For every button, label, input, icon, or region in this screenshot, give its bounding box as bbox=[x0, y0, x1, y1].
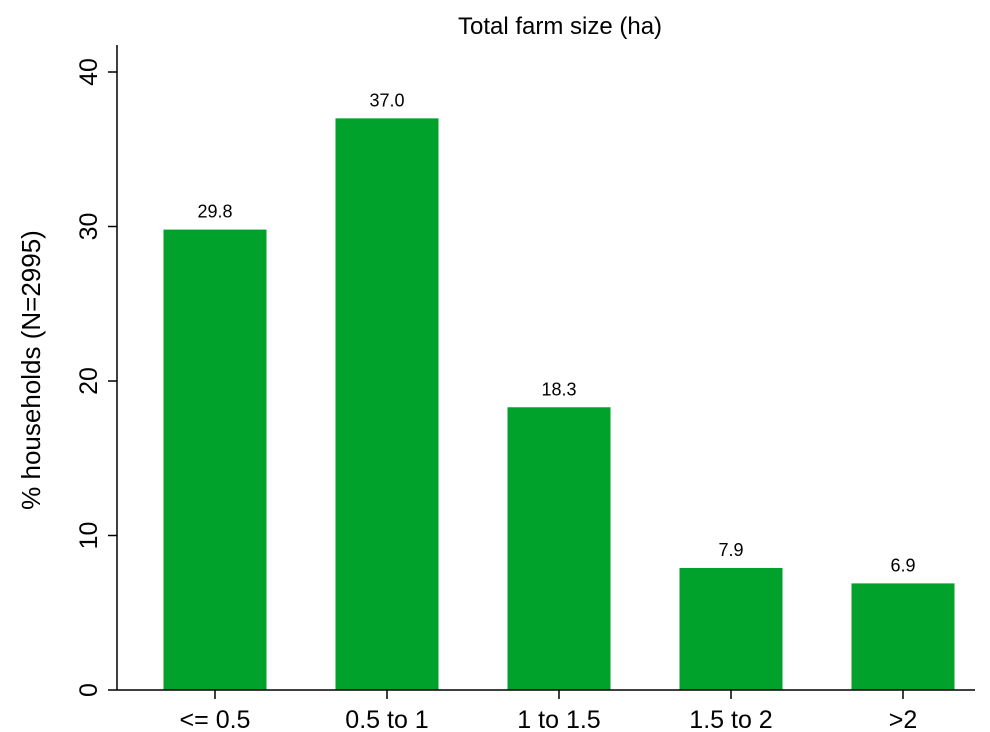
bar bbox=[335, 118, 439, 691]
y-axis-label: % households (N=2995) bbox=[16, 230, 46, 510]
x-ticks-layer: <= 0.5 0.5 to 1 1 to 1.5 1.5 to 2 >2 bbox=[180, 690, 918, 732]
x-tick-label: 0.5 to 1 bbox=[345, 706, 428, 732]
y-tick-label: 0 bbox=[75, 683, 103, 697]
x-axis: <= 0.5 0.5 to 1 1 to 1.5 1.5 to 2 >2 bbox=[117, 689, 975, 732]
plot-area: 29.8 37.0 18.3 7.9 6.9 bbox=[163, 90, 955, 691]
bar-value-label: 18.3 bbox=[541, 379, 576, 399]
y-tick-label: 10 bbox=[75, 522, 103, 550]
x-tick-label: >2 bbox=[889, 706, 918, 732]
bar-value-label: 37.0 bbox=[369, 90, 404, 110]
y-ticks-layer: 0 10 20 30 40 bbox=[75, 58, 117, 697]
y-tick-label: 20 bbox=[75, 367, 103, 395]
y-axis: 0 10 20 30 40 bbox=[75, 45, 118, 697]
bar-value-label: 7.9 bbox=[718, 540, 743, 560]
bar bbox=[679, 567, 783, 690]
x-tick-label: 1.5 to 2 bbox=[689, 706, 772, 732]
chart-title: Total farm size (ha) bbox=[458, 13, 662, 40]
bar bbox=[507, 407, 611, 690]
value-labels-layer: 29.8 37.0 18.3 7.9 6.9 bbox=[197, 90, 915, 575]
bar-value-label: 29.8 bbox=[197, 202, 232, 222]
bars-layer bbox=[163, 118, 955, 691]
bar-value-label: 6.9 bbox=[890, 555, 915, 575]
y-tick-label: 30 bbox=[75, 213, 103, 241]
x-tick-label: 1 to 1.5 bbox=[517, 706, 600, 732]
bar bbox=[851, 583, 955, 690]
bar bbox=[163, 229, 267, 690]
x-tick-label: <= 0.5 bbox=[180, 706, 251, 732]
y-tick-label: 40 bbox=[75, 58, 103, 86]
